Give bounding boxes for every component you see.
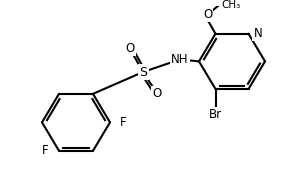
Text: NH: NH xyxy=(171,53,189,66)
Text: CH₃: CH₃ xyxy=(222,0,241,10)
Text: O: O xyxy=(152,87,162,100)
Text: O: O xyxy=(203,8,212,21)
Text: Br: Br xyxy=(209,108,222,121)
Text: F: F xyxy=(42,144,49,157)
Text: F: F xyxy=(120,116,127,129)
Text: S: S xyxy=(139,65,147,79)
Text: O: O xyxy=(125,42,135,55)
Text: N: N xyxy=(253,27,262,40)
